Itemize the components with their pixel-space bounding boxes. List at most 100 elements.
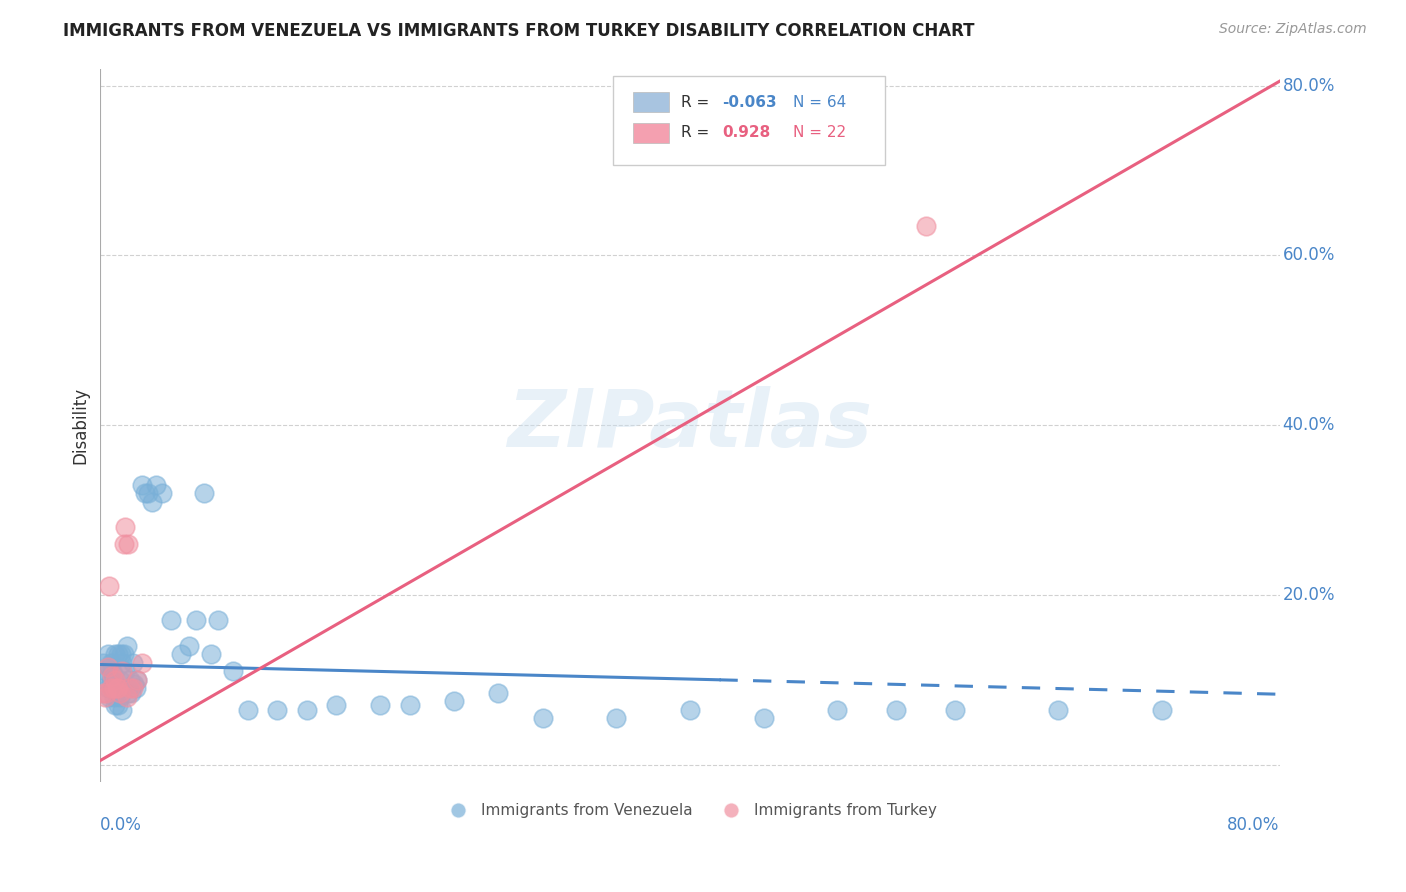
Point [160,613,183,627]
Point [679,702,702,716]
FancyBboxPatch shape [633,92,669,112]
Point [105,681,128,696]
Point [98,690,121,704]
Point [1150,702,1173,716]
Point [325,698,347,713]
Point [108,673,131,687]
Text: N = 64: N = 64 [793,95,846,110]
Point [114,665,136,679]
Point [120,685,142,699]
Point [100,673,122,687]
Point [131,477,153,491]
Point [200,648,222,662]
Point [108,685,131,699]
Point [103,690,125,704]
Point [486,685,509,699]
Point [884,702,907,716]
Point [96,685,118,699]
Point [127,673,149,687]
Point [96,673,118,687]
Text: R =: R = [681,95,714,110]
Point [112,648,135,662]
FancyBboxPatch shape [613,76,884,165]
Y-axis label: Disability: Disability [72,386,89,464]
Text: IMMIGRANTS FROM VENEZUELA VS IMMIGRANTS FROM TURKEY DISABILITY CORRELATION CHART: IMMIGRANTS FROM VENEZUELA VS IMMIGRANTS … [63,22,974,40]
Point [117,685,139,699]
Text: N = 22: N = 22 [793,125,845,140]
Point [104,648,127,662]
Point [111,665,134,679]
Text: -0.063: -0.063 [721,95,776,110]
Point [114,520,136,534]
Text: 0.0%: 0.0% [100,815,142,834]
Point [98,579,121,593]
Point [1047,702,1070,716]
Text: 0.928: 0.928 [721,125,770,140]
Point [295,702,318,716]
Point [186,613,208,627]
Point [100,656,122,670]
Text: 20.0%: 20.0% [1282,586,1334,604]
Point [222,665,245,679]
Point [103,668,125,682]
Text: ZIPatlas: ZIPatlas [508,386,873,464]
Point [118,681,141,696]
Point [115,639,138,653]
Point [104,673,127,687]
Point [94,665,117,679]
Point [134,486,156,500]
Point [207,613,229,627]
Point [170,648,193,662]
Point [121,656,143,670]
Point [107,648,129,662]
Legend: Immigrants from Venezuela, Immigrants from Turkey: Immigrants from Venezuela, Immigrants fr… [437,797,943,824]
Text: Source: ZipAtlas.com: Source: ZipAtlas.com [1219,22,1367,37]
Point [100,681,122,696]
Point [752,711,775,725]
Point [91,685,114,699]
Point [98,660,121,674]
Point [107,681,129,696]
Point [141,494,163,508]
Point [112,537,135,551]
Point [914,219,936,233]
Point [104,698,127,713]
Point [103,681,125,696]
Text: 60.0%: 60.0% [1282,246,1334,264]
Text: 80.0%: 80.0% [1282,77,1334,95]
Point [105,681,128,696]
Point [177,639,200,653]
Point [118,673,141,687]
Point [101,668,124,682]
Text: 40.0%: 40.0% [1282,416,1334,434]
Point [122,677,145,691]
Point [399,698,422,713]
Point [91,656,114,670]
Point [125,681,148,696]
Point [101,681,124,696]
Point [110,648,132,662]
Point [827,702,849,716]
Point [150,486,173,500]
Point [136,486,159,500]
Point [107,698,129,713]
Point [111,702,134,716]
Point [370,698,392,713]
Point [145,477,167,491]
Point [443,694,465,708]
Point [266,702,288,716]
Text: R =: R = [681,125,718,140]
Point [605,711,627,725]
Point [531,711,554,725]
Point [97,648,120,662]
Point [111,656,134,670]
Point [117,537,139,551]
Point [101,665,124,679]
Point [121,681,143,696]
Point [97,660,120,674]
Point [236,702,259,716]
Point [943,702,966,716]
Point [131,656,153,670]
Point [193,486,215,500]
Point [94,690,117,704]
